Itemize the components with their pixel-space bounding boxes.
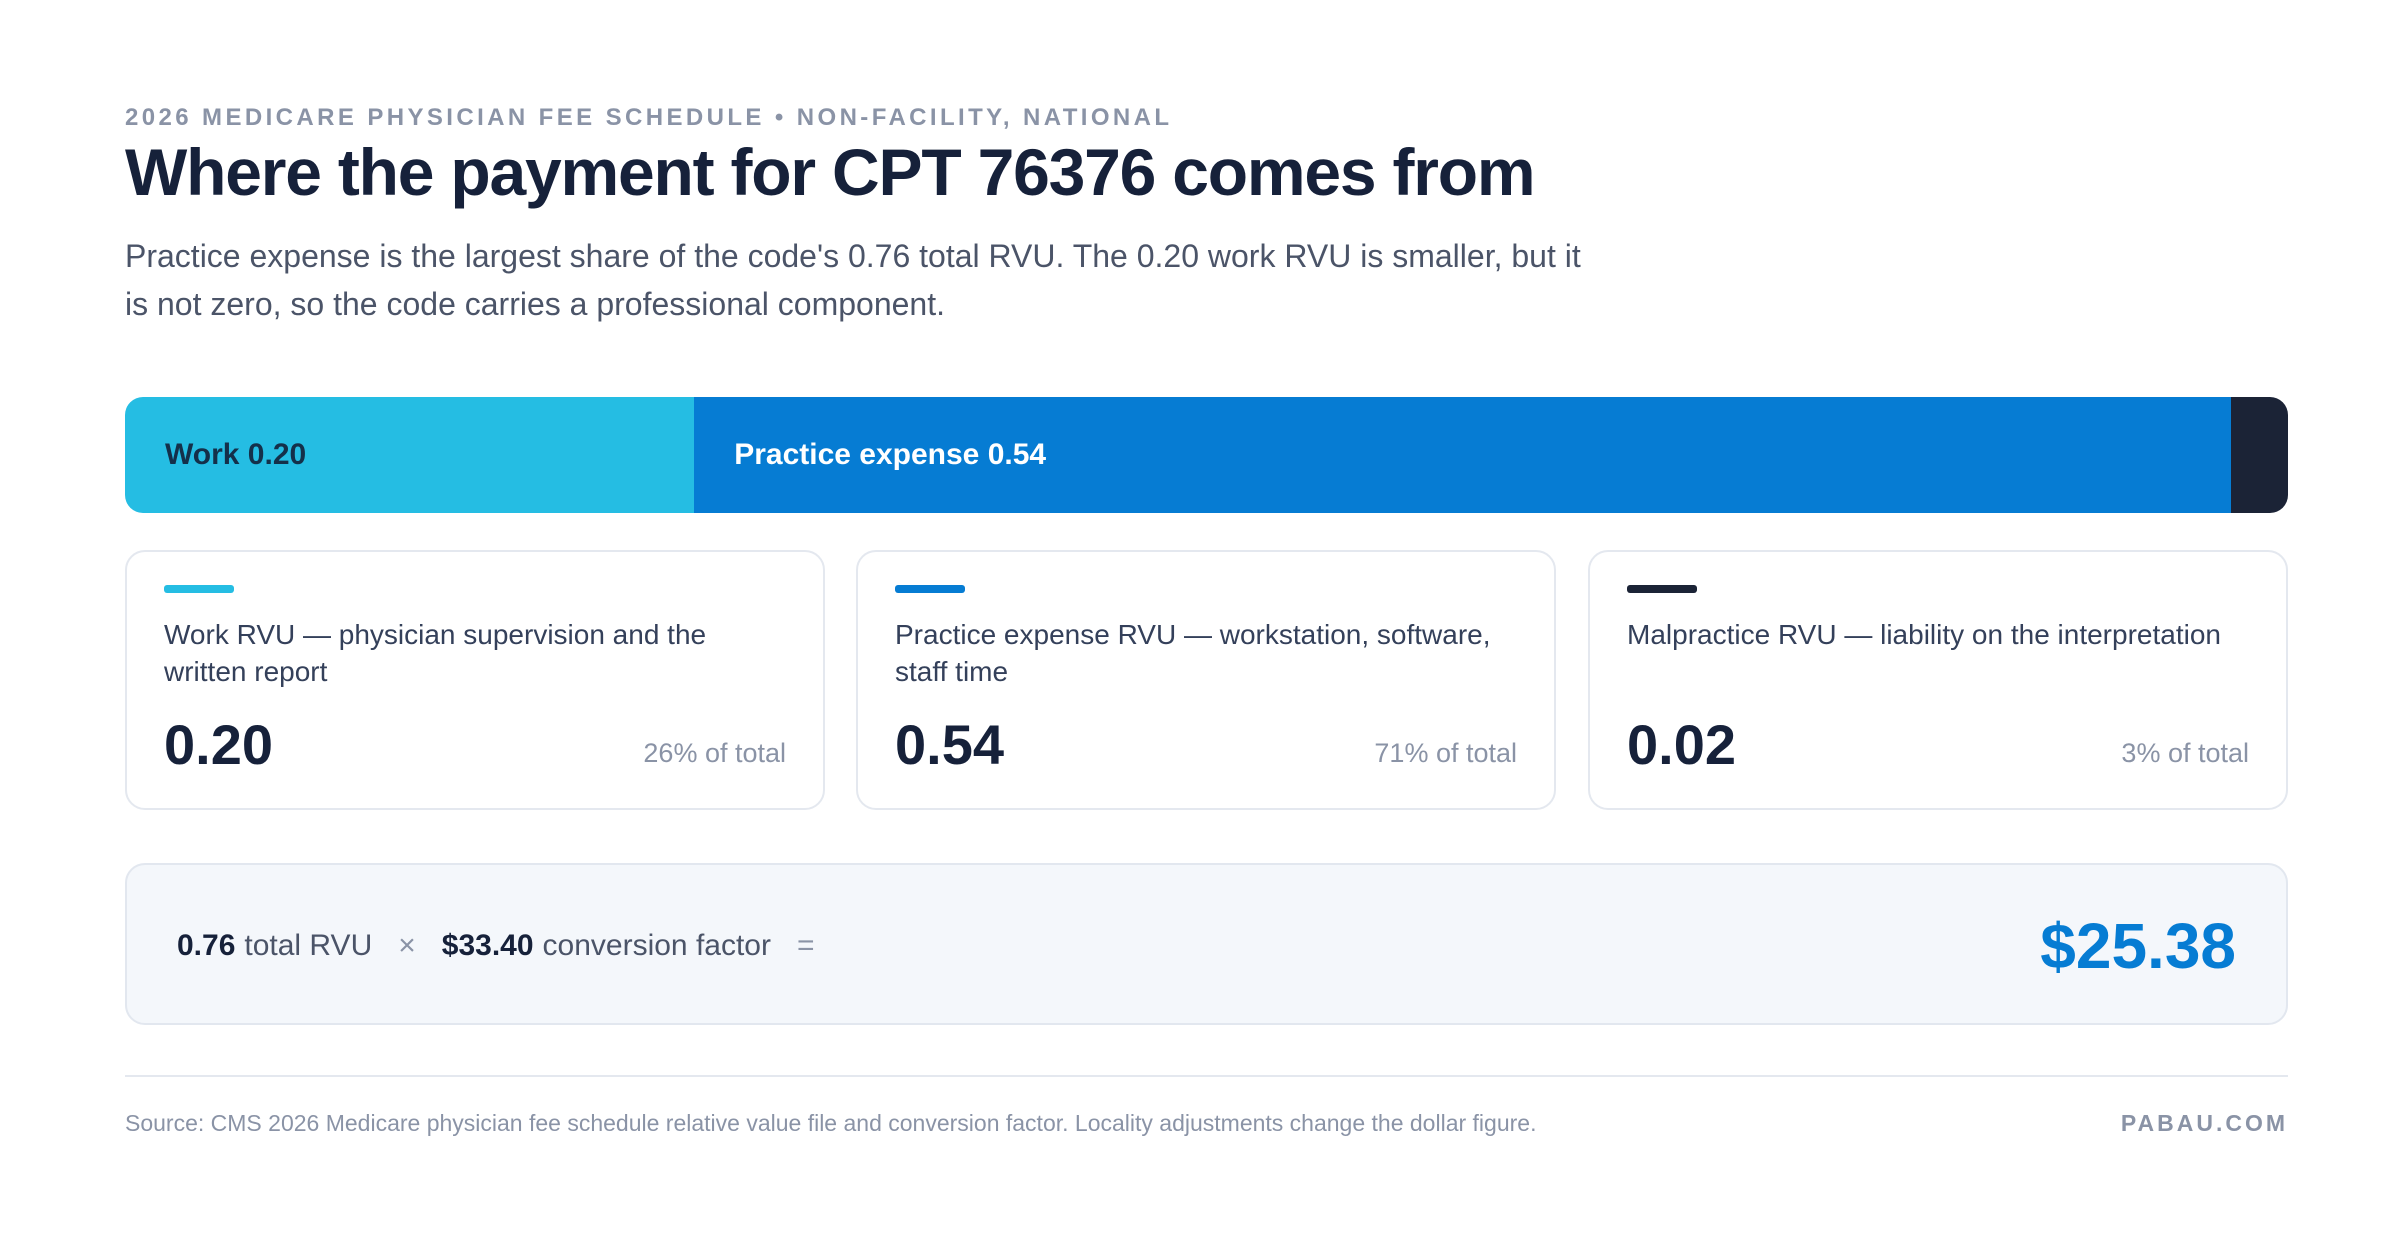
component-cards: Work RVU — physician supervision and the… [125, 550, 2288, 810]
card-label: Work RVU — physician supervision and the… [164, 619, 707, 687]
payment-result: $25.38 [2040, 910, 2236, 982]
subtitle: Practice expense is the largest share of… [125, 238, 1581, 322]
bar-segment-label: Work 0.20 [165, 438, 307, 471]
total-rvu-label: total RVU [244, 929, 373, 962]
bar-segment-practice-expense: Practice expense 0.54 [694, 397, 2232, 513]
rvu-stacked-bar: Work 0.20 Practice expense 0.54 [125, 397, 2288, 513]
card-malpractice: Malpractice RVU — liability on the inter… [1588, 550, 2288, 810]
payment-calculation: 0.76 total RVU × $33.40 conversion facto… [125, 863, 2288, 1025]
bar-segment-malpractice [2231, 397, 2288, 513]
bar-segment-label: Practice expense 0.54 [734, 438, 1047, 471]
total-rvu-value: 0.76 [177, 929, 236, 962]
eyebrow: 2026 MEDICARE PHYSICIAN FEE SCHEDULE • N… [125, 104, 1173, 131]
infographic: 2026 MEDICARE PHYSICIAN FEE SCHEDULE • N… [125, 0, 2288, 1238]
card-value: 0.54 [895, 713, 1004, 776]
card-label: Practice expense RVU — workstation, soft… [895, 619, 1491, 687]
swatch-practice-expense [895, 585, 965, 593]
card-percent: 26% of total [643, 738, 786, 768]
source-note: Source: CMS 2026 Medicare physician fee … [125, 1110, 1537, 1136]
bar-segment-work: Work 0.20 [125, 397, 695, 513]
swatch-work [164, 585, 234, 593]
multiply-sign: × [398, 929, 416, 962]
brand-logo-text: PABAU.COM [2120, 1110, 2288, 1136]
card-value: 0.02 [1627, 713, 1736, 776]
card-practice-expense: Practice expense RVU — workstation, soft… [856, 550, 1556, 810]
equals-sign: = [796, 929, 815, 962]
swatch-malpractice [1627, 585, 1697, 593]
footer-divider [125, 1075, 2288, 1077]
calculation-expression: 0.76 total RVU × $33.40 conversion facto… [177, 865, 841, 1027]
page-title: Where the payment for CPT 76376 comes fr… [125, 135, 1536, 209]
card-value: 0.20 [164, 713, 273, 776]
card-percent: 3% of total [2121, 738, 2249, 768]
card-percent: 71% of total [1374, 738, 1517, 768]
conversion-factor-value: $33.40 [441, 929, 534, 962]
card-label: Malpractice RVU — liability on the inter… [1627, 619, 2221, 650]
conversion-factor-label: conversion factor [542, 929, 771, 962]
card-work: Work RVU — physician supervision and the… [125, 550, 825, 810]
